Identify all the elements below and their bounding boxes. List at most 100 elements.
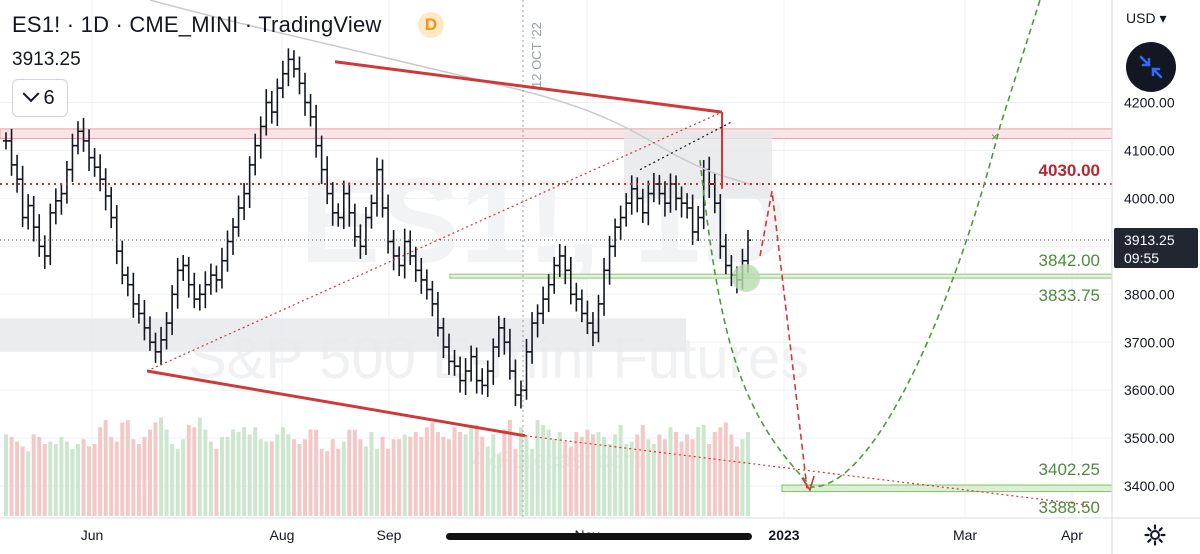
volume-bar xyxy=(153,422,158,516)
volume-bar xyxy=(546,429,551,516)
chevron-down-icon xyxy=(22,85,40,103)
price-bar xyxy=(230,218,237,255)
price-bar xyxy=(141,300,148,341)
currency-select[interactable]: USD ▾ xyxy=(1126,10,1166,27)
price-bar xyxy=(407,230,414,266)
volume-bar xyxy=(98,427,103,516)
volume-bar xyxy=(690,439,695,516)
target-zone xyxy=(781,484,1113,493)
price-bar xyxy=(108,186,115,229)
price-bar xyxy=(612,218,619,257)
price-bar xyxy=(174,257,181,309)
volume-bar xyxy=(59,436,64,516)
price-bar xyxy=(506,328,513,380)
price-bar xyxy=(279,60,286,99)
volume-bar xyxy=(380,436,385,516)
settings-gear-icon[interactable] xyxy=(1144,524,1166,546)
volume-bar xyxy=(87,446,92,516)
level-label-4030-00: 4030.00 xyxy=(1039,161,1100,180)
volume-bar xyxy=(314,429,319,516)
volume-bar xyxy=(446,439,451,516)
volume-bar xyxy=(225,436,230,516)
volume-bar xyxy=(375,448,379,516)
price-bar xyxy=(534,304,541,338)
time-label: Sep xyxy=(377,527,402,543)
volume-bar xyxy=(242,427,247,516)
volume-bar xyxy=(646,439,651,516)
price-bar xyxy=(595,294,602,343)
price-bar xyxy=(8,128,15,176)
volume-bar xyxy=(557,432,562,516)
fullscreen-exit-button[interactable] xyxy=(1126,42,1176,92)
level-label-3833-75: 3833.75 xyxy=(1039,286,1100,305)
price-bar xyxy=(396,246,403,277)
volume-bar xyxy=(258,439,263,516)
volume-bar xyxy=(696,427,701,516)
chart-title: ES1! · 1D · CME_MINI · TradingView xyxy=(12,12,382,37)
price-bar xyxy=(169,285,176,336)
volume-bar xyxy=(48,441,53,516)
price-bar xyxy=(191,272,198,309)
price-bar xyxy=(246,156,253,208)
price-bar xyxy=(346,182,353,227)
scroll-handle xyxy=(446,533,752,540)
volume-bar xyxy=(607,444,612,516)
volume-bar xyxy=(136,444,141,516)
price-bar xyxy=(302,72,309,116)
volume-bar xyxy=(70,448,75,516)
price-bar xyxy=(257,116,264,159)
volume-bar xyxy=(624,444,629,516)
bar-countdown: 09:55 xyxy=(1124,250,1159,266)
collapse-indicators-button[interactable]: 6 xyxy=(12,79,68,117)
volume-bar xyxy=(280,427,285,516)
volume-bar xyxy=(42,444,47,516)
price-bar xyxy=(340,180,347,230)
price-bar xyxy=(656,174,663,205)
volume-bar xyxy=(723,422,728,516)
price-bar xyxy=(135,293,142,324)
price-bar xyxy=(379,159,386,218)
volume-bar xyxy=(668,427,673,516)
price-bar xyxy=(47,203,54,266)
price-bar xyxy=(717,194,724,259)
volume-bar xyxy=(391,439,396,516)
price-tick-label: 3600.00 xyxy=(1124,382,1175,398)
price-bar xyxy=(423,269,430,300)
volume-bar xyxy=(480,436,485,516)
price-bar xyxy=(523,338,530,400)
delay-badge[interactable]: D xyxy=(418,12,444,38)
price-bar xyxy=(113,205,120,265)
time-label: Jun xyxy=(81,527,104,543)
volume-bar xyxy=(103,420,108,516)
volume-bar xyxy=(552,439,557,516)
time-label: Apr xyxy=(1061,527,1083,543)
price-bar xyxy=(357,224,364,259)
volume-bar xyxy=(463,434,468,516)
time-label: Aug xyxy=(270,527,295,543)
volume-bar xyxy=(397,439,402,516)
volume-bar xyxy=(507,420,512,516)
volume-bar xyxy=(408,436,413,516)
price-bar xyxy=(185,256,192,298)
upper-trendline xyxy=(334,60,723,114)
volume-bar xyxy=(563,441,568,516)
volume-bar xyxy=(452,427,457,516)
price-bar xyxy=(119,240,126,285)
currency-label: USD xyxy=(1126,10,1156,26)
price-bar xyxy=(551,256,558,294)
price-bar xyxy=(102,168,109,211)
green-projection-path xyxy=(699,0,1041,488)
volume-bar xyxy=(330,439,335,516)
volume-bar xyxy=(363,446,368,516)
resistance-zone xyxy=(0,128,1113,139)
price-bar xyxy=(468,345,475,382)
price-bar xyxy=(473,347,480,394)
volume-bar xyxy=(502,429,507,516)
price-bar xyxy=(235,195,242,237)
price-bar xyxy=(296,56,303,95)
volume-bar xyxy=(170,444,175,516)
projection-arrowhead xyxy=(801,475,815,492)
volume-bar xyxy=(430,422,435,516)
chevron-down-icon: ▾ xyxy=(1159,10,1167,26)
